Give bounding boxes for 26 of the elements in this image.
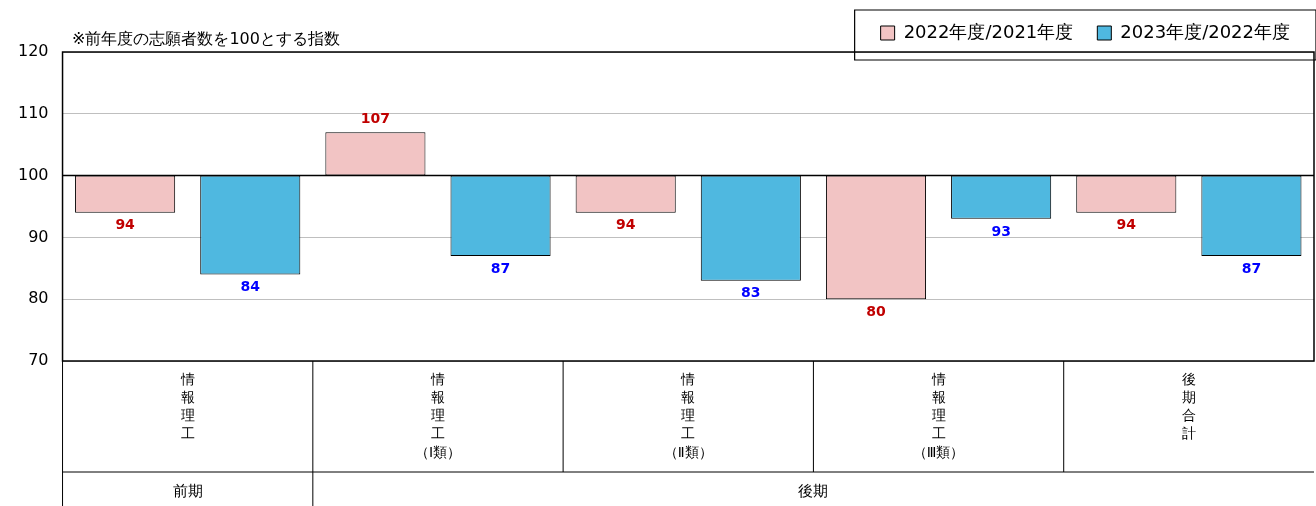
text: 前期 <box>172 481 203 500</box>
data-label: 93 <box>991 222 1011 239</box>
data-label: 94 <box>115 216 136 233</box>
legend-label: 2023年度/2022年度 <box>1120 20 1291 42</box>
x-tick-label: 後期合計 <box>1181 370 1196 442</box>
x-tick-label: 情報理工 <box>179 370 195 442</box>
legend-label: 2022年度/2021年度 <box>903 20 1074 42</box>
x-tick-label: 情報理工（Ⅱ類） <box>663 370 713 460</box>
y-tick-label: 120 <box>17 41 49 61</box>
data-label: 87 <box>1241 259 1262 276</box>
y-tick-label: 80 <box>28 288 49 308</box>
data-label: 83 <box>741 284 761 301</box>
data-label: 107 <box>360 109 391 126</box>
y-tick-label: 90 <box>28 226 49 246</box>
text: 後期 <box>798 481 829 500</box>
x-tick-label: 情報理工（Ⅰ類） <box>414 370 462 460</box>
data-label: 94 <box>615 216 636 233</box>
data-label: 87 <box>490 259 511 276</box>
data-label: 84 <box>240 278 261 295</box>
text: ※前年度の志願者数を100とする指数 <box>72 29 340 49</box>
data-label: 80 <box>866 302 886 319</box>
data-label: 94 <box>1116 216 1137 233</box>
y-tick-label: 100 <box>17 164 49 184</box>
y-tick-label: 70 <box>28 350 49 370</box>
y-tick-label: 110 <box>17 102 49 122</box>
x-tick-label: 情報理工（Ⅲ類） <box>912 370 965 460</box>
